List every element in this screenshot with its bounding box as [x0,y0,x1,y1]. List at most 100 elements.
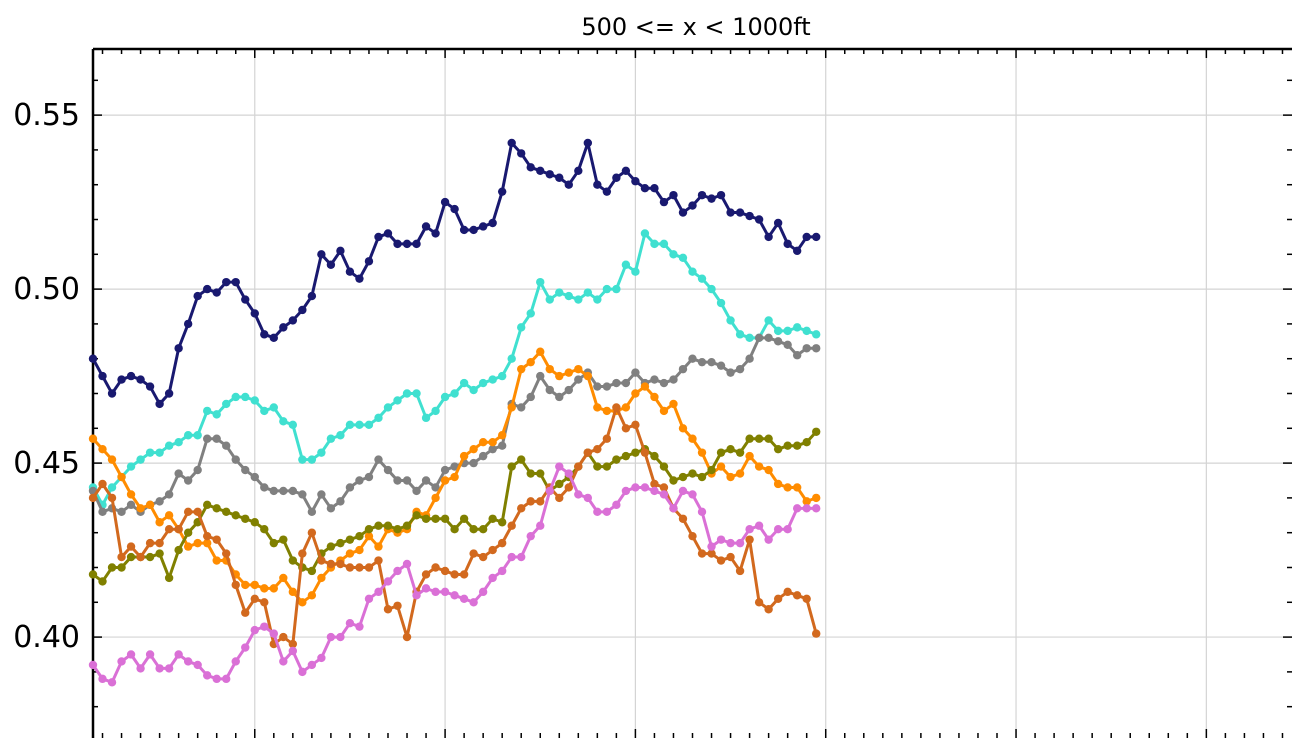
data-point [773,479,783,489]
data-point [612,173,621,182]
data-point [497,566,507,576]
series-1 [88,229,821,510]
data-point [402,521,412,530]
data-point [412,591,421,600]
data-point [421,222,431,231]
data-point [364,594,374,604]
data-point [107,455,117,464]
data-point [440,566,450,576]
tick-marks [93,49,1292,738]
data-point [164,511,174,520]
data-point [431,483,440,492]
data-point [155,399,164,409]
data-point [117,375,126,384]
data-point [583,288,593,297]
data-point [669,399,678,409]
data-point [754,215,764,224]
data-point [459,570,469,579]
data-point [478,525,488,534]
chart-title: 500 <= x < 1000ft [581,13,810,41]
data-point [783,525,792,534]
data-point [678,472,688,482]
data-point [526,163,535,172]
data-point [459,514,469,523]
data-point [288,639,298,649]
data-point [688,531,697,541]
data-point [345,483,355,492]
data-point [98,371,107,381]
data-point [707,357,716,367]
data-point [650,392,659,402]
data-point [307,591,317,600]
data-point [202,531,212,541]
data-point [764,333,773,343]
data-point [517,552,526,562]
data-point [250,309,259,318]
data-point [650,479,659,489]
data-point [678,208,688,217]
data-point [469,549,478,558]
data-point [497,518,507,527]
data-point [697,357,707,367]
data-point [735,538,745,548]
data-point [269,333,279,343]
data-point [145,538,155,548]
data-point [469,444,478,454]
data-point [288,486,298,496]
data-point [669,190,678,200]
data-point [612,455,621,464]
data-point [773,326,783,336]
data-point [640,183,650,193]
data-point [355,545,364,555]
data-point [631,389,640,398]
data-point [555,288,564,297]
data-point [193,431,202,440]
data-point [574,166,583,175]
data-point [555,479,564,489]
data-point [421,584,431,593]
data-point [145,382,155,391]
data-point [117,507,126,517]
data-point [202,406,212,416]
data-point [374,542,383,551]
data-point [602,382,612,391]
data-point [545,170,554,179]
data-point [526,531,535,541]
data-point [88,493,98,503]
data-point [231,455,240,464]
data-point [212,504,221,513]
data-point [431,229,440,238]
data-point [288,556,298,565]
data-point [802,438,811,447]
data-point [440,465,450,475]
data-point [336,246,345,256]
data-point [497,441,507,450]
data-point [222,399,231,409]
data-point [440,587,450,597]
data-point [754,521,764,530]
data-point [602,187,612,196]
data-point [450,389,459,398]
data-point [421,413,431,423]
data-point [792,246,802,256]
data-point [707,542,716,551]
data-point [802,497,811,506]
data-point [117,472,126,482]
data-point [345,267,355,276]
data-point [241,643,250,652]
data-point [279,323,288,332]
data-point [260,406,269,416]
data-point [241,608,250,617]
data-point [735,330,745,339]
data-point [383,403,393,412]
data-point [269,629,279,638]
data-point [792,483,802,492]
data-point [574,490,583,499]
data-point [555,392,564,402]
data-point [98,444,107,454]
data-point [355,274,364,283]
data-point [764,232,773,242]
data-point [621,403,631,412]
data-point [326,434,336,443]
data-point [440,197,450,207]
